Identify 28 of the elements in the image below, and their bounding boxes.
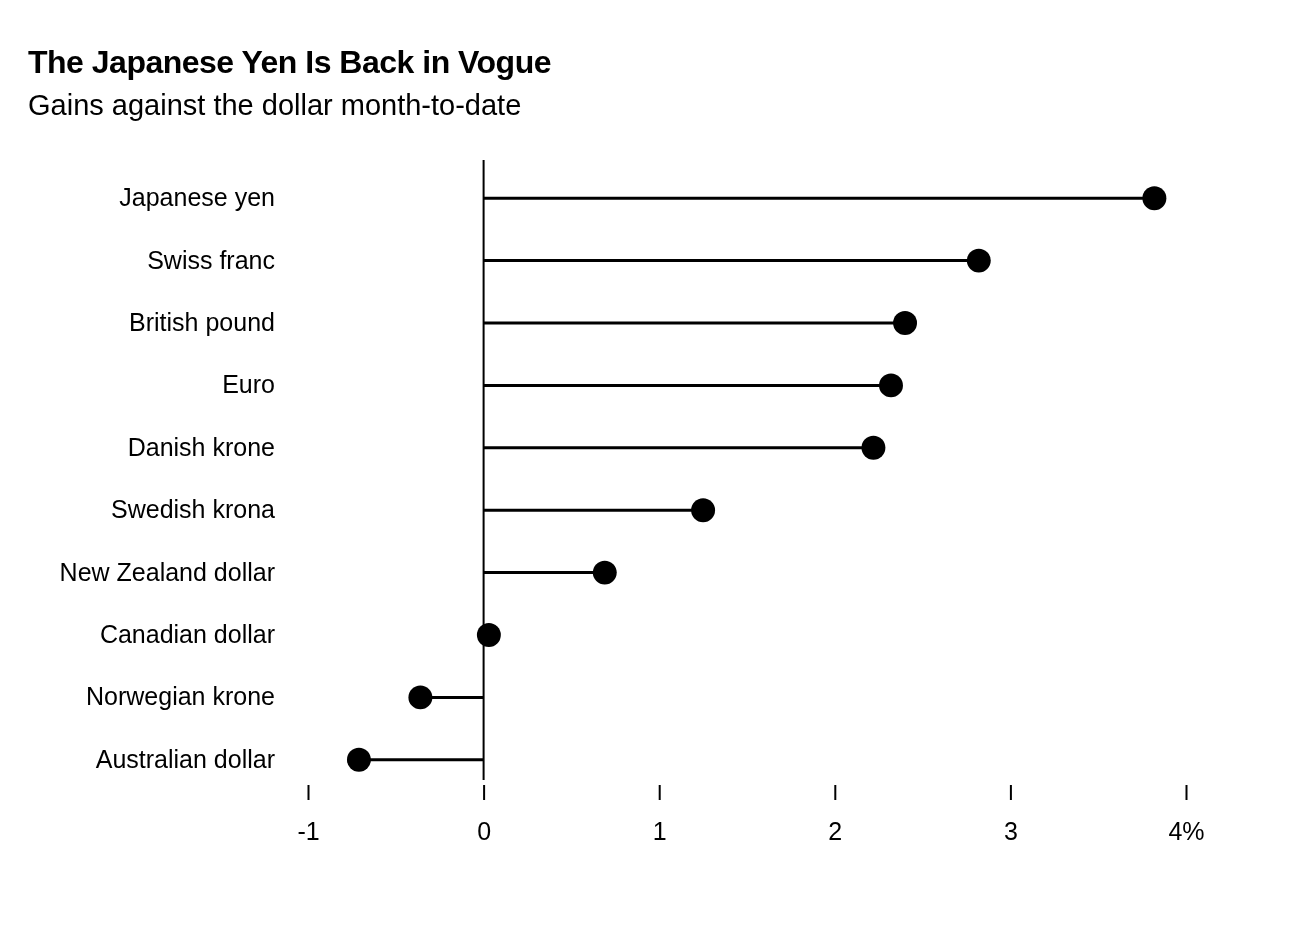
point	[966, 248, 991, 273]
x-tick-label: -1	[297, 816, 320, 845]
y-tick-label: Australian dollar	[95, 744, 275, 773]
y-tick-label: Norwegian krone	[86, 682, 275, 711]
point	[346, 747, 371, 772]
x-tick-label: 3	[1003, 816, 1018, 845]
x-tick-label: 1	[652, 816, 667, 845]
y-tick-label: New Zealand dollar	[59, 557, 275, 586]
point	[861, 435, 886, 460]
point	[476, 623, 501, 647]
y-tick-label: Canadian dollar	[99, 620, 275, 648]
y-tick-label: Japanese yen	[119, 183, 275, 212]
chart-subtitle: Gains against the dollar month-to-date	[28, 89, 522, 121]
point	[1142, 186, 1167, 211]
y-tick-label: Danish krone	[127, 432, 275, 461]
y-tick-label: British pound	[129, 308, 275, 336]
point	[592, 560, 617, 585]
x-tick-label: 0	[477, 816, 492, 845]
y-tick-label: Swedish krona	[111, 495, 276, 524]
x-tick-label: 4%	[1168, 816, 1205, 845]
chart-title: The Japanese Yen Is Back in Vogue	[28, 44, 551, 80]
point	[691, 498, 716, 523]
point	[893, 311, 918, 335]
y-tick-label: Swiss franc	[147, 245, 275, 274]
y-tick-label: Euro	[222, 370, 275, 399]
point	[879, 373, 903, 398]
point	[408, 685, 433, 710]
x-tick-label: 2	[828, 816, 843, 845]
